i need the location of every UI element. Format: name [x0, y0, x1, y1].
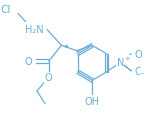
Text: O: O	[135, 66, 142, 76]
Text: O: O	[45, 73, 52, 82]
Text: H: H	[24, 24, 30, 33]
Text: H₂N: H₂N	[25, 25, 43, 35]
Text: N: N	[117, 58, 124, 68]
Text: Cl: Cl	[0, 5, 11, 15]
Text: +: +	[124, 56, 130, 62]
Text: O: O	[25, 57, 32, 67]
Text: OH: OH	[85, 96, 100, 106]
Text: O: O	[135, 49, 142, 59]
Text: -: -	[140, 69, 143, 78]
